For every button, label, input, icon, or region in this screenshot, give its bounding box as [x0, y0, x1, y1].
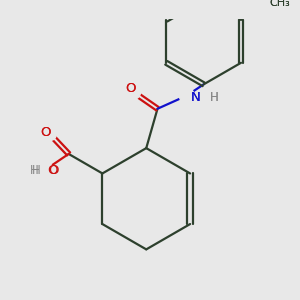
Text: O: O	[40, 126, 51, 139]
Text: N: N	[190, 91, 200, 104]
Circle shape	[38, 162, 53, 177]
Circle shape	[42, 126, 57, 141]
Circle shape	[126, 84, 141, 99]
Text: O: O	[47, 164, 58, 177]
Text: CH₃: CH₃	[269, 0, 290, 8]
Text: O: O	[48, 164, 58, 177]
Text: H: H	[210, 91, 219, 104]
Text: O: O	[125, 82, 135, 95]
Text: O: O	[125, 82, 135, 95]
Text: H: H	[30, 164, 39, 177]
Text: H: H	[32, 164, 40, 177]
Text: CH₃: CH₃	[269, 0, 290, 8]
Text: H: H	[210, 91, 219, 104]
Circle shape	[258, 0, 273, 12]
Circle shape	[179, 88, 194, 103]
Text: N: N	[190, 91, 200, 104]
Text: O: O	[40, 126, 51, 139]
